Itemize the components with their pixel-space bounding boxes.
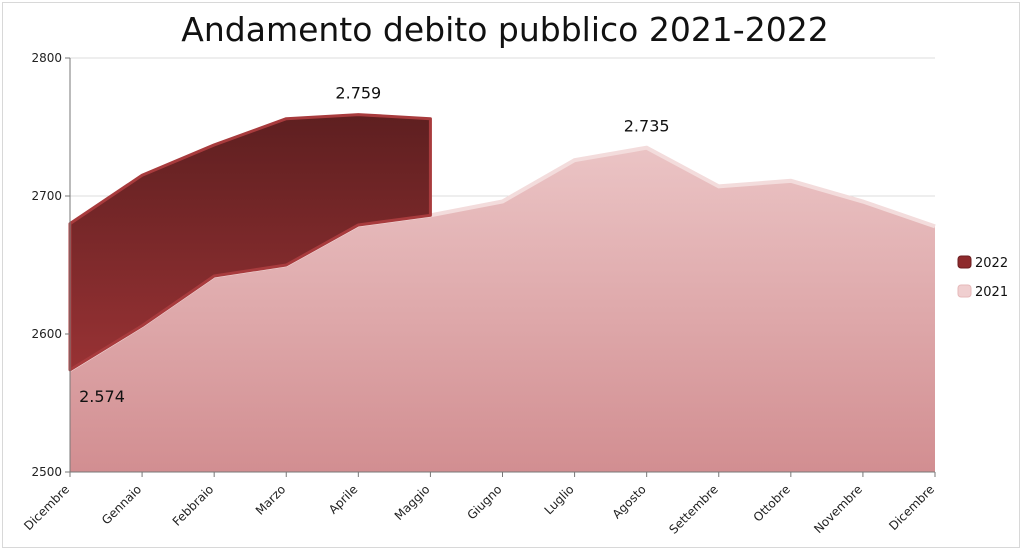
legend-label-2022: 2022: [975, 256, 1008, 271]
y-tick-label: 2500: [31, 465, 62, 479]
x-tick-label: Maggio: [392, 482, 433, 523]
y-tick-label: 2800: [31, 51, 62, 65]
y-tick-label: 2700: [31, 189, 62, 203]
x-tick-label: Luglio: [542, 482, 577, 517]
x-tick-label: Marzo: [253, 482, 289, 518]
data-label: 2.735: [624, 117, 670, 136]
x-tick-label: Febbraio: [170, 482, 217, 529]
x-tick-label: Dicembre: [886, 482, 937, 533]
data-label: 2.759: [335, 84, 381, 103]
x-tick-label: Settembre: [666, 482, 721, 537]
series-areas: [68, 113, 936, 472]
x-tick-label: Aprile: [326, 482, 361, 517]
chart-title: Andamento debito pubblico 2021-2022: [181, 10, 829, 49]
legend-label-2021: 2021: [975, 285, 1008, 300]
legend: 2022 2021: [957, 255, 1008, 300]
x-tick-label: Gennaio: [99, 482, 144, 527]
x-tick-label: Dicembre: [21, 482, 72, 533]
x-tick-label: Giugno: [464, 482, 504, 522]
series-2022-area: [68, 113, 432, 372]
legend-swatch-2022: [957, 255, 972, 269]
y-tick-label: 2600: [31, 327, 62, 341]
series-2021-area: [70, 147, 935, 472]
x-tick-label: Ottobre: [751, 482, 793, 524]
legend-swatch-2021: [957, 284, 972, 298]
x-tick-label: Agosto: [610, 482, 649, 521]
x-tick-label: Novembre: [811, 482, 865, 536]
data-label: 2.574: [79, 387, 125, 406]
data-labels: 2.574 2.759 2.735: [79, 84, 669, 406]
